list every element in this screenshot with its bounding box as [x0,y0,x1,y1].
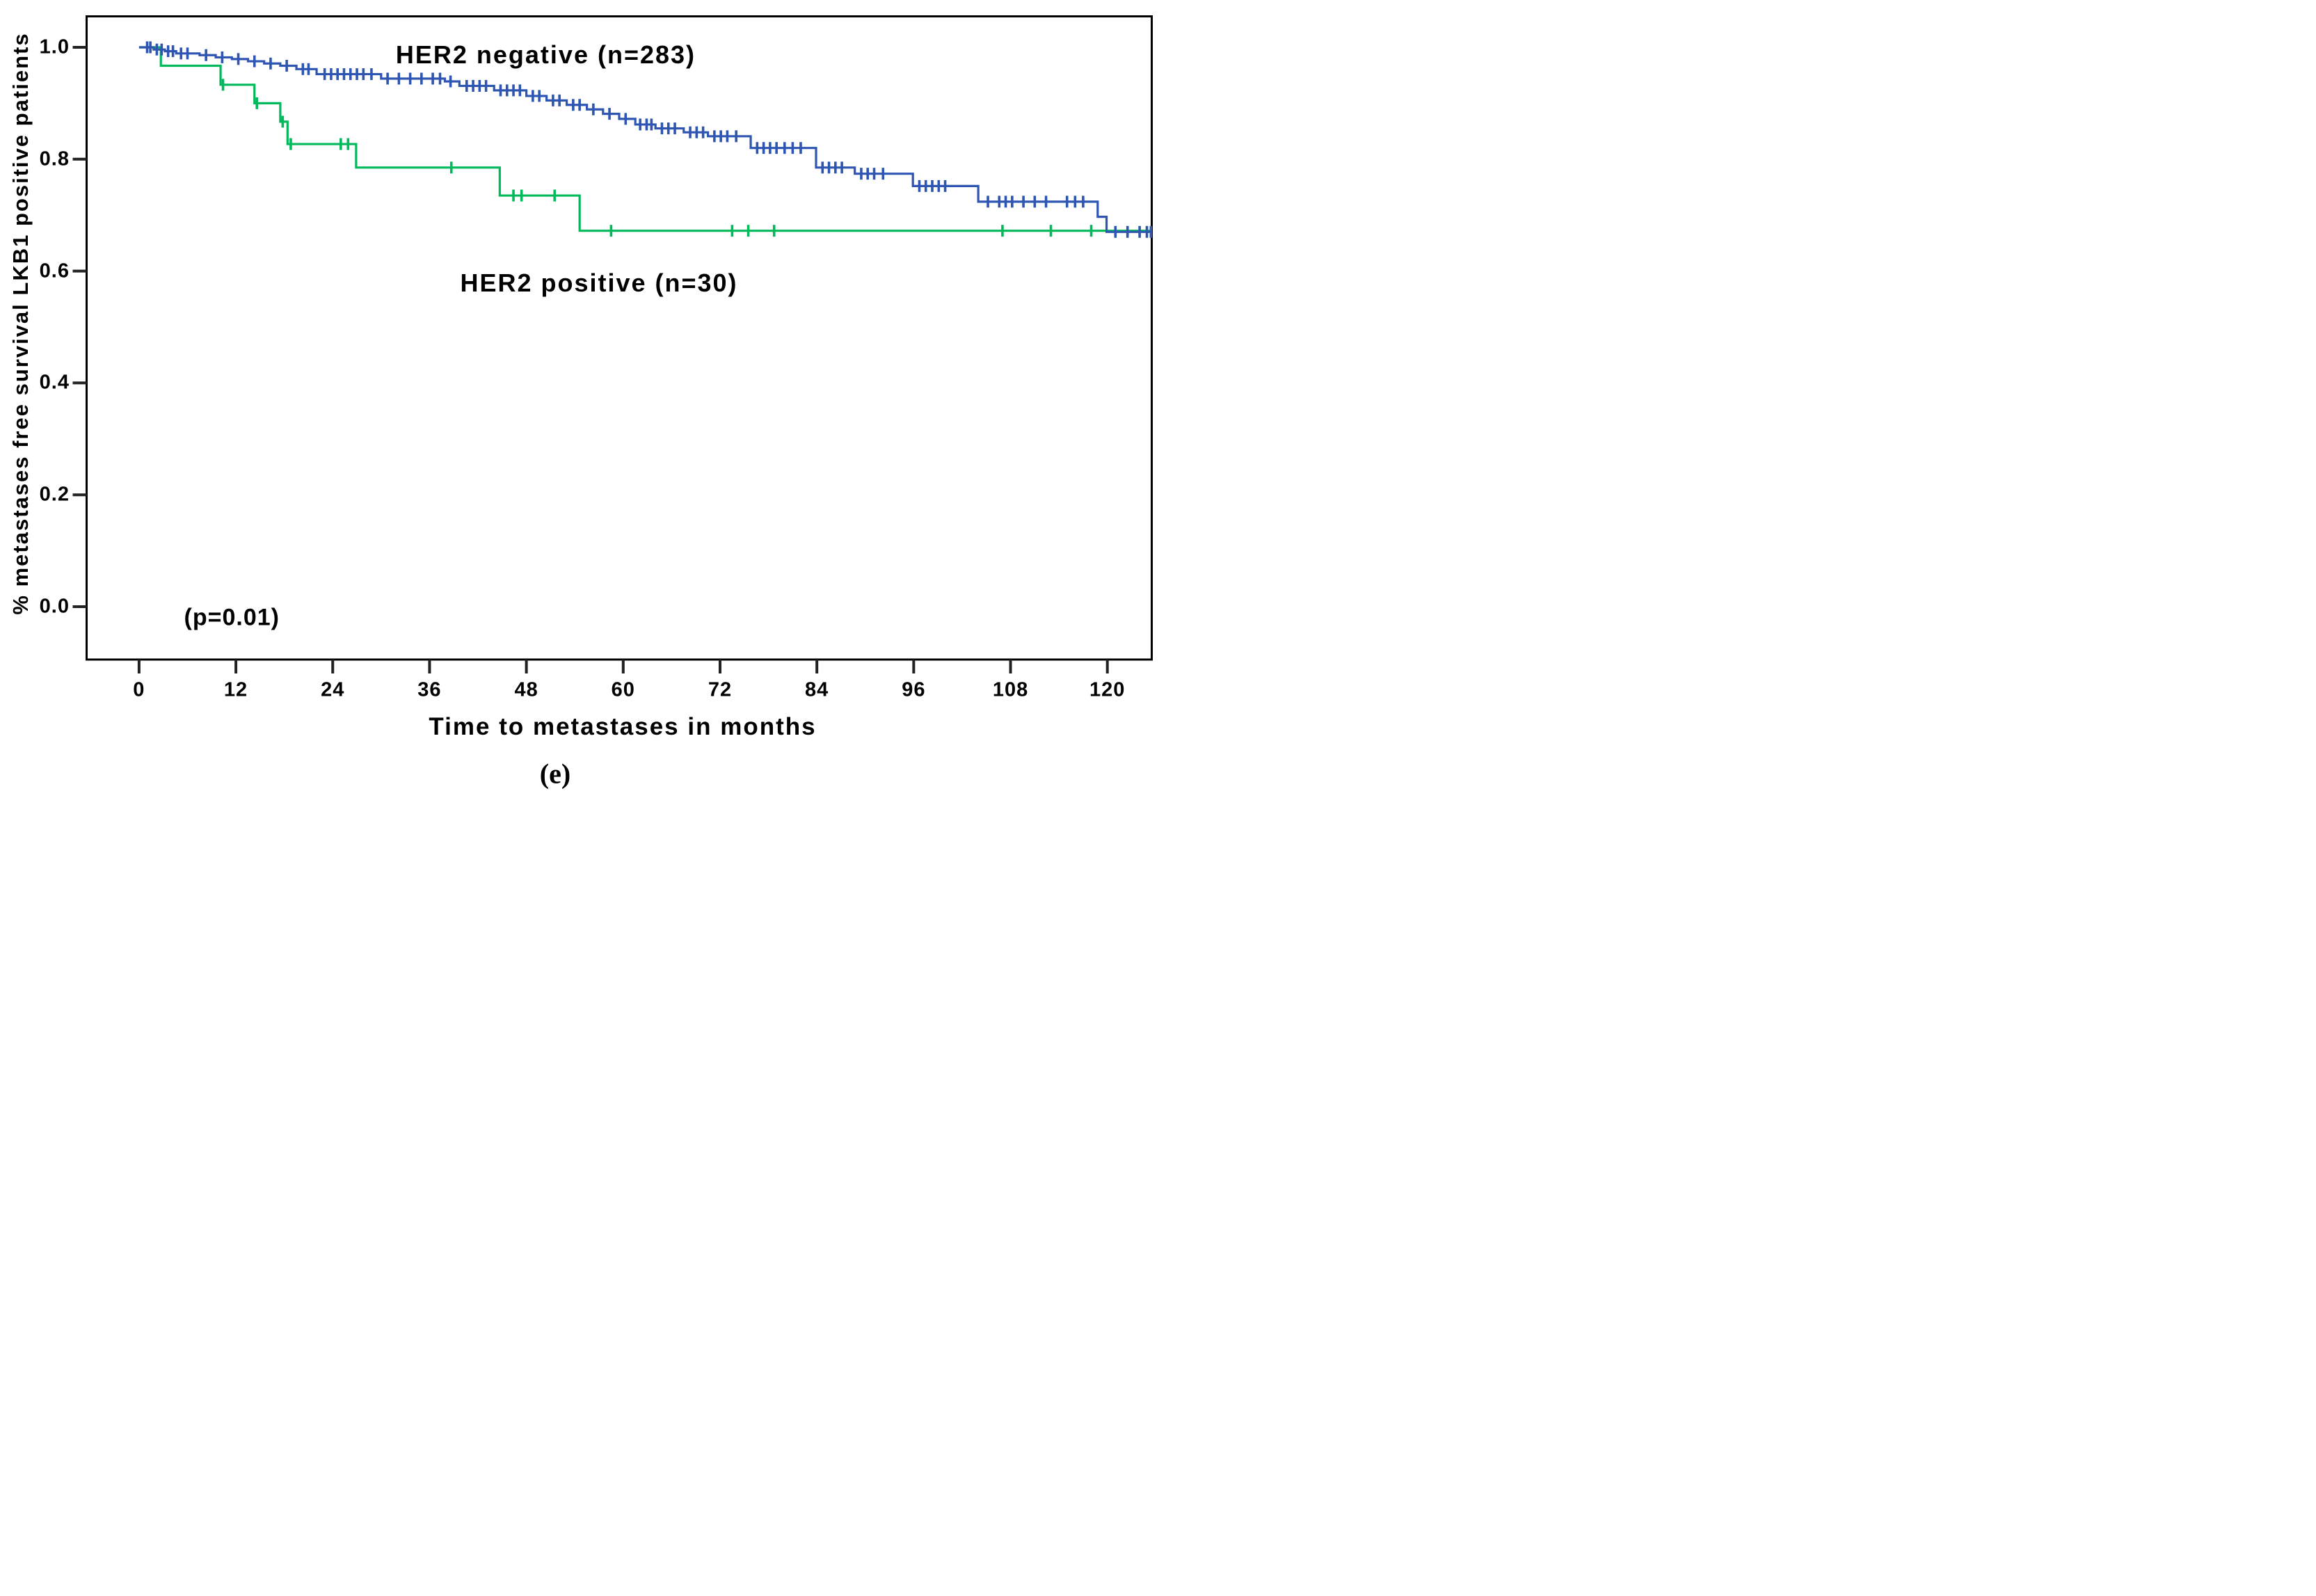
y-tick-label: 0.6 [39,260,70,282]
y-tick-label: 0.0 [39,595,70,618]
km-plot-canvas [72,15,1153,673]
y-tick-label: 0.4 [39,371,70,394]
km-survival-figure: % metastases free survival LKB1 positive… [0,0,1158,798]
x-tick-label: 24 [321,678,345,701]
x-tick-label: 36 [417,678,442,701]
x-tick-label: 0 [133,678,145,701]
plot-border [86,15,1153,661]
y-tick-label: 0.8 [39,147,70,170]
panel-caption: (e) [539,758,571,790]
her2-positive-curve-label: HER2 positive (n=30) [460,269,738,298]
x-tick-label: 108 [992,678,1029,701]
x-axis-title: Time to metastases in months [429,713,817,740]
y-axis-title: % metastases free survival LKB1 positive… [8,32,33,615]
her2-negative-curve-label: HER2 negative (n=283) [395,40,696,70]
y-tick-label: 0.2 [39,483,70,506]
p-value-annotation: (p=0.01) [184,604,280,631]
x-tick-label: 60 [611,678,635,701]
x-tick-label: 12 [223,678,248,701]
x-tick-label: 72 [708,678,733,701]
x-tick-label: 120 [1089,678,1126,701]
x-tick-label: 84 [805,678,829,701]
x-tick-label: 96 [902,678,926,701]
x-tick-label: 48 [514,678,538,701]
y-tick-label: 1.0 [39,35,70,58]
